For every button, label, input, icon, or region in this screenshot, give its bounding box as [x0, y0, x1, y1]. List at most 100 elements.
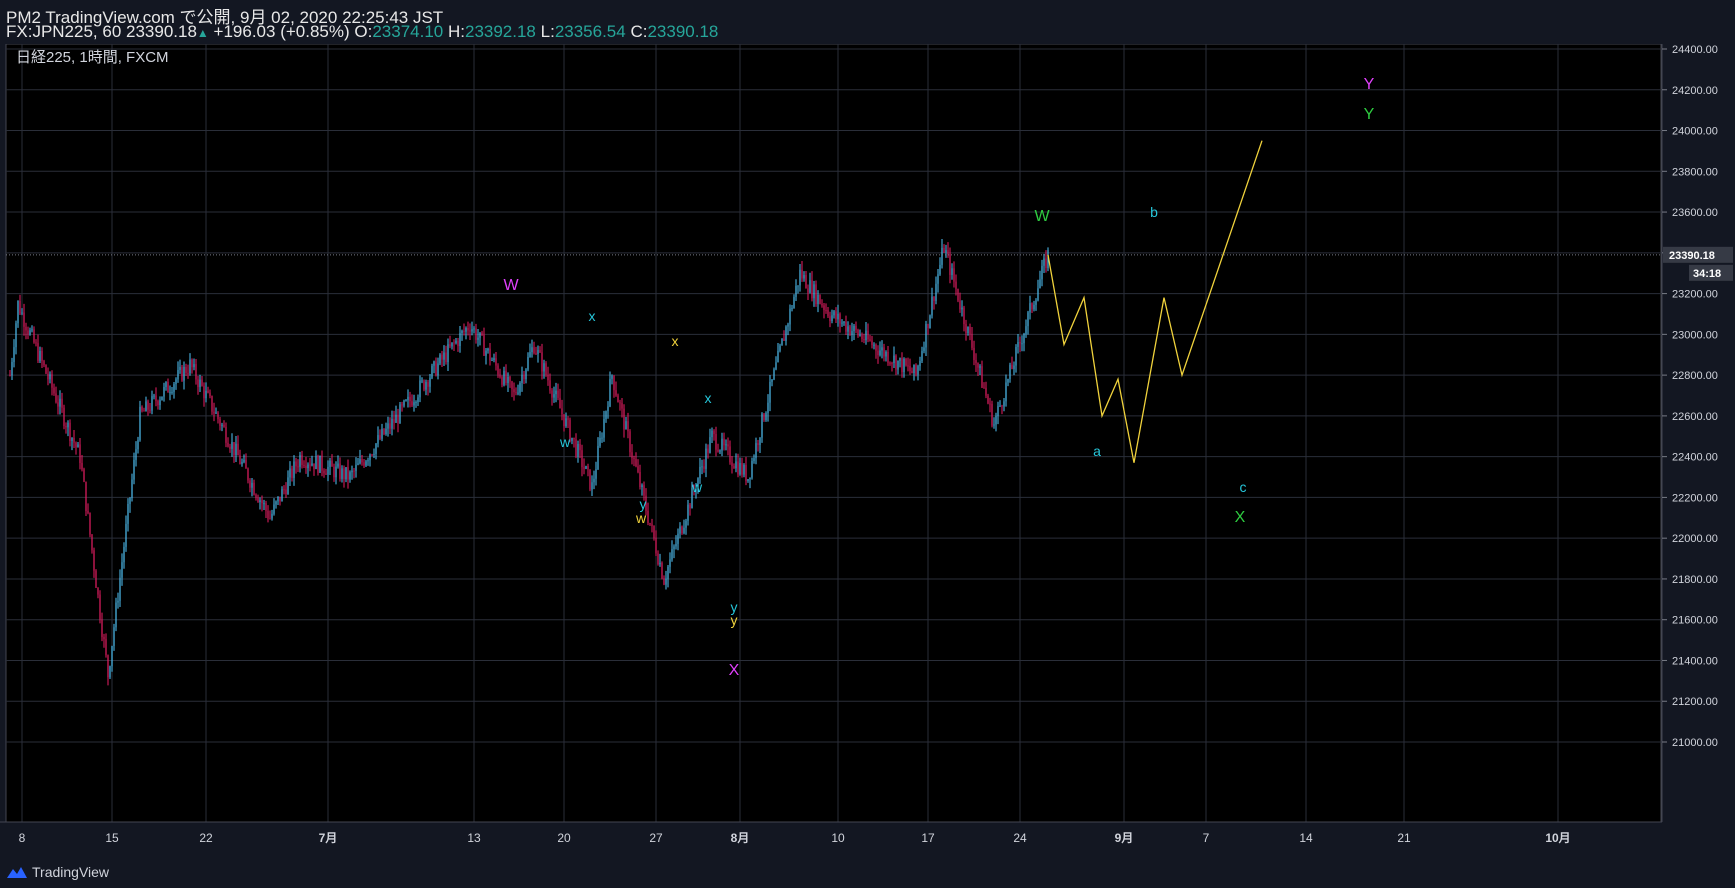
wave-label: X	[729, 662, 740, 679]
candle-body	[477, 337, 479, 340]
candle-body	[861, 334, 863, 339]
wave-label: w	[559, 434, 571, 450]
candle-body	[165, 382, 167, 387]
time-tick-label: 17	[921, 831, 935, 845]
candle-body	[169, 392, 171, 394]
candle-body	[809, 280, 811, 293]
candle-body	[909, 365, 911, 372]
wave-label: x	[705, 390, 712, 406]
candle-body	[115, 602, 117, 628]
candle-body	[431, 365, 433, 378]
candle-body	[805, 275, 807, 289]
candle-body	[519, 382, 521, 393]
price-tick-label: 22200.00	[1672, 492, 1718, 504]
candle-body	[277, 496, 279, 502]
candle-body	[733, 466, 735, 469]
candle-body	[323, 470, 325, 474]
candle-body	[921, 351, 923, 361]
candle-body	[535, 353, 537, 355]
candle-body	[867, 330, 869, 340]
candle-body	[1029, 303, 1031, 313]
candle-body	[105, 639, 107, 656]
candle-body	[39, 350, 41, 361]
candle-body	[801, 269, 803, 279]
candle-body	[635, 458, 637, 467]
candle-body	[219, 419, 221, 426]
candle-body	[707, 448, 709, 453]
candle-body	[749, 477, 751, 480]
candle-body	[617, 395, 619, 403]
candle-body	[419, 380, 421, 398]
candle-body	[25, 326, 27, 331]
candle-body	[817, 294, 819, 305]
candle-body	[677, 533, 679, 544]
candle-body	[613, 375, 615, 391]
candle-body	[565, 418, 567, 427]
candle-body	[761, 413, 763, 438]
candle-body	[821, 303, 823, 306]
candle-body	[45, 365, 47, 374]
candle-body	[587, 466, 589, 470]
candle-body	[765, 412, 767, 421]
time-axis-labels[interactable]: 8 15 22 7月 13 20 27 8月 10 17 24 9月 7 14 21 10月	[19, 831, 1571, 845]
candle-body	[911, 371, 913, 374]
candle-body	[881, 347, 883, 351]
candle-body	[201, 379, 203, 386]
candle-body	[857, 329, 859, 336]
candle-body	[581, 450, 583, 468]
price-tick-label: 22400.00	[1672, 452, 1718, 464]
candle-body	[129, 497, 131, 504]
candle-body	[19, 300, 21, 314]
candle-body	[601, 437, 603, 439]
candle-body	[553, 394, 555, 398]
candle-body	[781, 338, 783, 346]
candle-body	[899, 358, 901, 361]
candle-body	[1025, 326, 1027, 334]
candle-body	[945, 250, 947, 253]
candle-body	[401, 404, 403, 406]
candle-body	[693, 487, 695, 491]
candle-body	[671, 549, 673, 560]
candle-body	[719, 450, 721, 452]
candle-body	[453, 342, 455, 344]
candle-body	[607, 406, 609, 412]
candle-body	[89, 512, 91, 535]
wave-label: b	[1150, 204, 1158, 220]
candle-body	[1009, 364, 1011, 379]
candle-body	[865, 330, 867, 341]
price-tick-label: 23200.00	[1672, 289, 1718, 301]
candle-body	[763, 413, 765, 421]
candle-body	[23, 312, 25, 327]
candle-body	[729, 446, 731, 463]
candle-body	[385, 428, 387, 435]
close-value: 23390.18	[647, 22, 719, 41]
price-tick-label: 21600.00	[1672, 615, 1718, 627]
candle-body	[433, 361, 435, 366]
candle-body	[983, 387, 985, 389]
candle-body	[481, 332, 483, 335]
candle-body	[859, 334, 861, 336]
wave-label: c	[1240, 479, 1247, 495]
candle-body	[133, 459, 135, 480]
candle-body	[179, 366, 181, 371]
candle-body	[927, 324, 929, 329]
candle-body	[691, 487, 693, 509]
candle-body	[167, 382, 169, 393]
price-axis[interactable]	[1662, 44, 1735, 822]
candle-body	[225, 426, 227, 443]
candle-body	[1037, 288, 1039, 301]
candle-body	[349, 472, 351, 480]
plot-area[interactable]	[5, 44, 1662, 823]
candle-body	[543, 363, 545, 372]
candle-body	[127, 503, 129, 524]
candle-body	[237, 443, 239, 456]
candle-body	[665, 578, 667, 585]
candle-body	[889, 362, 891, 364]
candle-body	[355, 464, 357, 471]
candle-body	[107, 655, 109, 678]
candle-body	[631, 452, 633, 458]
candle-body	[783, 338, 785, 341]
candle-body	[391, 418, 393, 429]
candle-body	[17, 300, 19, 324]
